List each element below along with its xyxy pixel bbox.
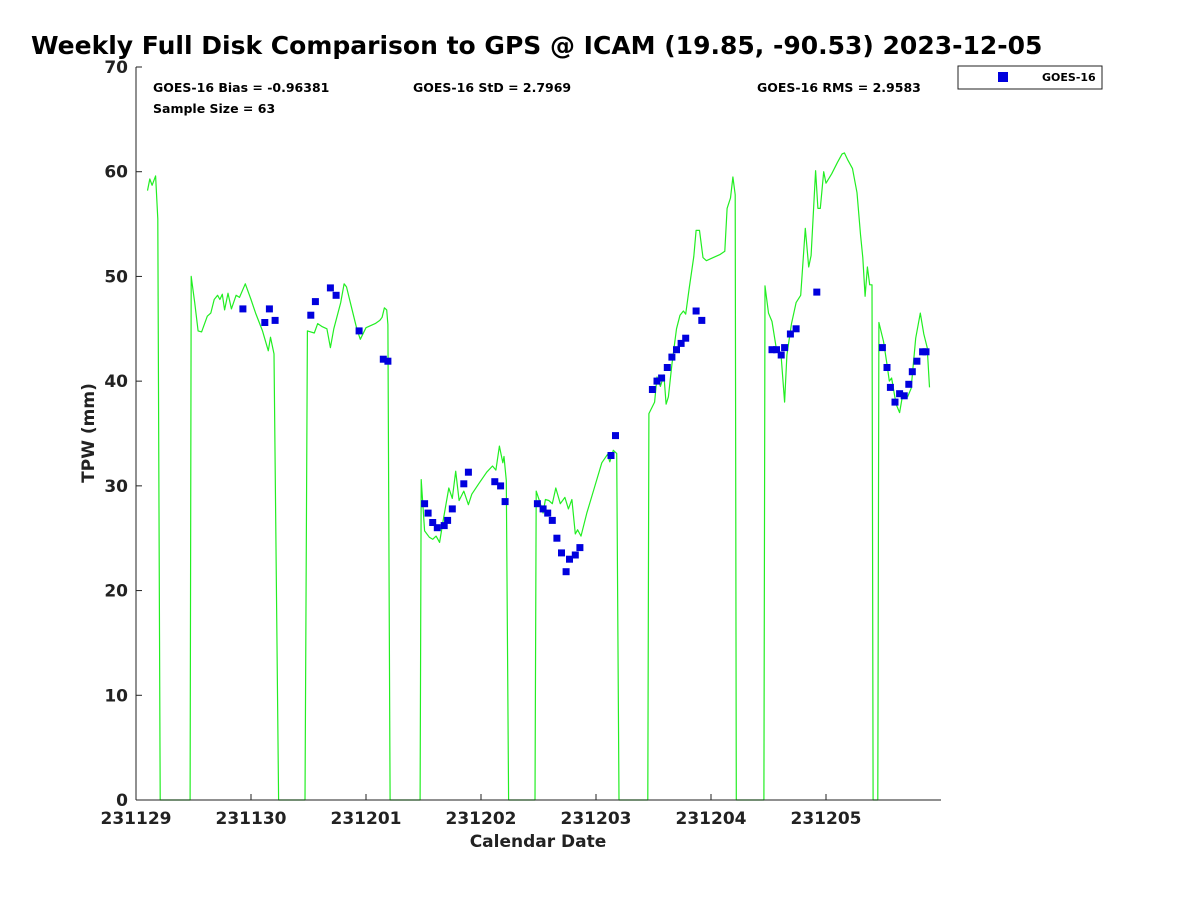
goes16-data-point (922, 348, 930, 356)
goes16-data-point (900, 392, 908, 400)
goes16-data-point (307, 311, 315, 319)
goes16-data-point (891, 398, 899, 406)
x-axis-label: Calendar Date (470, 832, 607, 852)
axes (135, 67, 941, 801)
legend-marker (998, 72, 1008, 82)
goes16-data-point (668, 353, 676, 361)
y-tick-label: 30 (104, 477, 128, 497)
goes16-data-point (913, 357, 921, 365)
std-annotation: GOES-16 StD = 2.7969 (413, 80, 571, 95)
x-ticks: 231129 231130 231201 231202 231203 231204 2312… (101, 794, 862, 829)
goes16-data-point (777, 351, 785, 359)
y-tick-label: 10 (104, 686, 128, 706)
goes16-data-point (653, 377, 661, 385)
y-tick-label: 60 (104, 163, 128, 183)
goes16-data-point (261, 319, 269, 326)
goes16-data-point (464, 468, 472, 476)
goes16-data-point (908, 368, 916, 376)
goes16-data-point (896, 390, 904, 398)
goes16-data-point (444, 516, 452, 524)
goes16-data-point (332, 291, 340, 299)
goes16-data-point (429, 519, 437, 526)
goes16-data-point (440, 522, 448, 530)
goes16-data-point (781, 344, 789, 352)
x-tick-label: 231204 (676, 809, 747, 829)
goes16-data-point (421, 500, 429, 508)
goes16-data-point (433, 524, 441, 532)
goes16-data-point (658, 374, 666, 382)
gps-line-series (146, 152, 931, 801)
chart-title: Weekly Full Disk Comparison to GPS @ ICA… (31, 31, 1042, 60)
goes16-data-point (878, 344, 886, 352)
goes16-data-point (566, 555, 573, 563)
goes16-data-point (886, 383, 894, 391)
legend-box (957, 65, 1103, 90)
goes16-data-point (355, 327, 363, 335)
y-tick-label: 0 (116, 791, 128, 811)
x-tick-label: 231129 (101, 809, 172, 829)
goes16-data-point (663, 364, 671, 371)
y-tick-label: 70 (104, 58, 128, 78)
goes16-data-point (786, 330, 794, 338)
goes16-data-point (553, 534, 561, 542)
goes16-data-point (576, 544, 584, 552)
goes16-data-point (539, 505, 547, 513)
goes16-scatter-series (239, 284, 930, 576)
goes16-data-point (612, 432, 619, 440)
goes16-data-point (571, 551, 579, 559)
goes16-data-point (813, 288, 821, 296)
goes16-data-point (558, 549, 565, 557)
goes16-data-point (544, 509, 552, 517)
sample-size-annotation: Sample Size = 63 (153, 101, 275, 116)
goes16-data-point (239, 305, 247, 313)
stats-annotations: GOES-16 Bias = -0.96381 Sample Size = 63… (153, 80, 921, 116)
plot-area (136, 67, 941, 800)
goes16-data-point (491, 478, 499, 486)
y-ticks: 0 10 20 30 40 50 60 70 (104, 58, 142, 811)
goes16-data-point (326, 284, 334, 292)
y-axis-label: TPW (mm) (79, 383, 99, 483)
goes16-data-point (271, 316, 279, 324)
goes16-data-point (673, 346, 680, 354)
x-tick-label: 231203 (561, 809, 632, 829)
goes16-data-point (533, 500, 541, 508)
goes16-data-point (773, 346, 780, 354)
goes16-data-point (448, 505, 456, 513)
rms-annotation: GOES-16 RMS = 2.9583 (757, 80, 921, 95)
x-tick-label: 231201 (331, 809, 402, 829)
y-tick-label: 20 (104, 582, 128, 602)
goes16-data-point (501, 498, 509, 506)
goes16-data-point (379, 355, 387, 363)
goes16-data-point (692, 307, 700, 315)
goes16-data-point (311, 298, 319, 306)
goes16-data-point (562, 568, 570, 576)
goes16-data-point (677, 339, 685, 347)
goes16-data-point (792, 325, 800, 333)
gps-tpw-line (146, 152, 931, 801)
legend-entry-goes16: GOES-16 (1042, 71, 1096, 84)
goes16-data-point (682, 334, 690, 342)
goes16-data-point (648, 386, 656, 393)
goes16-data-point (698, 316, 706, 324)
bias-annotation: GOES-16 Bias = -0.96381 (153, 80, 329, 95)
y-tick-label: 40 (104, 372, 128, 392)
goes16-data-point (905, 380, 913, 388)
legend: GOES-16 (957, 65, 1103, 90)
x-tick-label: 231202 (446, 809, 517, 829)
goes16-data-point (768, 346, 776, 354)
y-tick-label: 50 (104, 267, 128, 287)
goes16-data-point (460, 480, 468, 488)
goes16-data-point (607, 452, 615, 459)
x-tick-label: 231205 (791, 809, 862, 829)
goes16-data-point (384, 357, 392, 365)
goes16-data-point (265, 305, 273, 313)
plot-frame (136, 67, 941, 800)
x-tick-label: 231130 (216, 809, 287, 829)
goes16-data-point (548, 516, 556, 524)
goes16-data-point (424, 509, 432, 517)
goes16-data-point (883, 364, 891, 371)
goes16-data-point (497, 482, 505, 490)
